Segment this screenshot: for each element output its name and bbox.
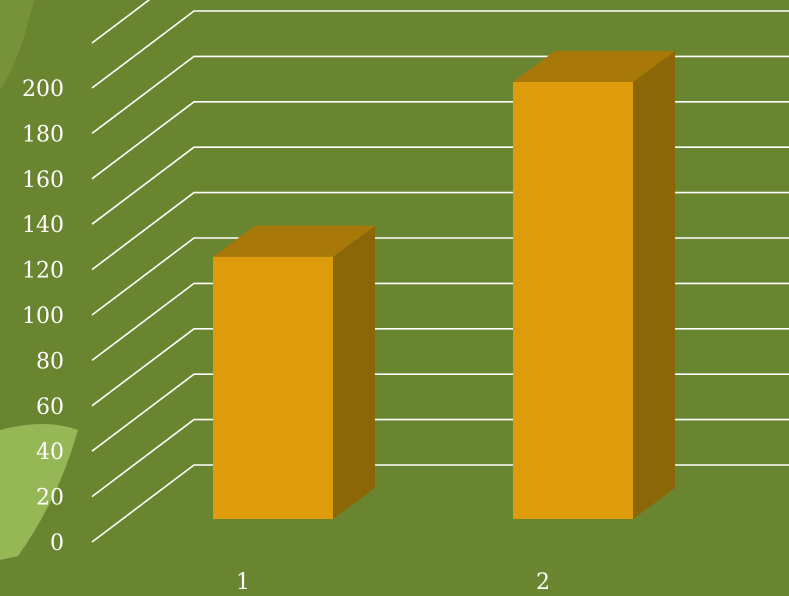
gridline-140: [91, 146, 789, 225]
y-tick-label-120: 120: [22, 259, 64, 284]
gridline-20: [91, 418, 789, 498]
gridline-60: [91, 327, 789, 407]
y-tick-label-60: 60: [36, 395, 64, 420]
y-tick-label-180: 180: [22, 122, 64, 147]
gridline-40: [91, 373, 789, 452]
bar-2: [513, 51, 675, 519]
bar-top: [513, 51, 675, 82]
bar-front: [513, 82, 633, 519]
gridline-120: [91, 191, 789, 271]
y-tick-label-40: 40: [36, 440, 64, 465]
gridline-top-diagonal: [91, 0, 151, 44]
y-tick-label-80: 80: [36, 349, 64, 374]
y-tick-label-20: 20: [36, 486, 64, 511]
bar-side: [633, 51, 675, 519]
bar-top: [213, 225, 375, 257]
gridlines: [91, 0, 789, 543]
bar-1: [213, 225, 375, 520]
gridline-100: [91, 237, 789, 316]
y-tick-label-140: 140: [22, 213, 64, 238]
gridline-160: [91, 101, 789, 180]
y-tick-label-160: 160: [22, 168, 64, 193]
bar-front: [213, 256, 333, 519]
y-tick-label-0: 0: [50, 531, 64, 556]
x-tick-label-1: 1: [236, 570, 250, 595]
background-decoration: [0, 0, 78, 560]
bars: [213, 51, 675, 520]
y-tick-label-200: 200: [22, 77, 64, 102]
gridline-180: [91, 55, 789, 135]
y-tick-label-100: 100: [22, 304, 64, 329]
x-tick-label-2: 2: [536, 570, 550, 595]
gridline-80: [91, 282, 789, 362]
bar-side: [333, 225, 375, 520]
y-axis-tick-labels: 0 20 40 60 80 100 120 140 160 180 200: [22, 77, 64, 556]
gridline-0: [91, 464, 789, 543]
gridline-200: [91, 10, 789, 89]
